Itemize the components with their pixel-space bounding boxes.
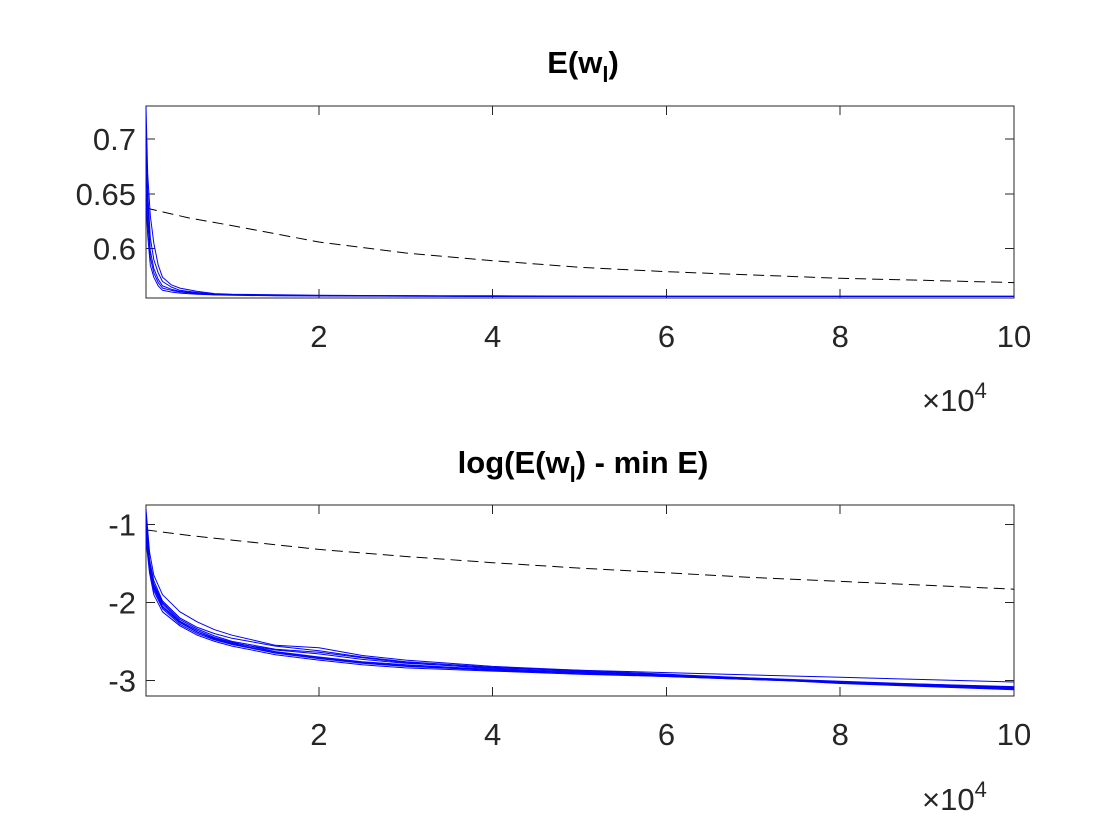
bottom-chart-y-tick-label: -2 bbox=[108, 585, 136, 620]
top-chart-x-tick-label: 8 bbox=[832, 319, 849, 354]
top-chart-x-tick-label: 4 bbox=[484, 319, 501, 354]
bottom-chart-x-tick-label: 6 bbox=[658, 717, 675, 752]
bottom-chart-run-line-1 bbox=[145, 508, 1015, 689]
bottom-chart-run-line-5 bbox=[145, 540, 1015, 688]
top-chart-x-exponent-power: 4 bbox=[975, 378, 987, 403]
top-chart: E(wl) 0.60.650.7 2 4 6 8 10 ×104 bbox=[76, 45, 1032, 418]
top-chart-x-exponent-base: ×10 bbox=[922, 383, 975, 418]
bottom-chart-title-subscript: l bbox=[570, 462, 576, 487]
top-chart-title-tail: ) bbox=[608, 45, 618, 80]
bottom-chart-title-tail: ) - min E) bbox=[576, 445, 709, 480]
top-chart-x-tick-label: 6 bbox=[658, 319, 675, 354]
top-chart-y-tick-label: 0.65 bbox=[76, 177, 136, 212]
bottom-chart-series bbox=[145, 508, 1015, 691]
top-chart-x-ticks: 2 4 6 8 10 bbox=[310, 106, 1031, 354]
top-chart-run-line-3 bbox=[145, 160, 1014, 297]
top-chart-y-ticks: 0.6 0.65 0.7 bbox=[76, 122, 1014, 267]
top-chart-run-line-2 bbox=[145, 138, 1014, 297]
top-chart-x-exponent: ×104 bbox=[922, 378, 987, 418]
top-chart-title-subscript: l bbox=[602, 62, 608, 87]
bottom-chart-title: log(E(wl) - min E) bbox=[458, 445, 709, 487]
bottom-chart-x-exponent: ×104 bbox=[922, 777, 987, 817]
top-chart-reference-line bbox=[145, 207, 1015, 284]
bottom-chart-run-line-7 bbox=[145, 520, 1015, 688]
bottom-chart-x-tick-label: 4 bbox=[484, 717, 501, 752]
bottom-chart-y-tick-label: -3 bbox=[108, 663, 136, 698]
bottom-chart-run-line-4 bbox=[145, 532, 1015, 690]
bottom-chart-run-line-2 bbox=[145, 516, 1015, 691]
bottom-chart-run-line-8 bbox=[145, 528, 1015, 689]
top-chart-series bbox=[145, 105, 1015, 297]
top-chart-y-tick-label: 0.6 bbox=[93, 232, 136, 267]
bottom-chart-title-main: log(E(w bbox=[458, 445, 571, 480]
bottom-chart: log(E(wl) - min E) -3-2-1 2 4 6 8 10 ×104 bbox=[108, 445, 1031, 817]
bottom-chart-x-tick-label: 2 bbox=[310, 717, 327, 752]
top-chart-run-line-4 bbox=[145, 182, 1014, 297]
bottom-chart-y-ticks: -3 -2 -1 bbox=[108, 507, 1014, 698]
bottom-chart-reference-line bbox=[145, 529, 1015, 590]
top-chart-x-tick-label: 2 bbox=[310, 319, 327, 354]
bottom-chart-x-exponent-base: ×10 bbox=[922, 782, 975, 817]
bottom-chart-x-tick-label: 10 bbox=[997, 717, 1031, 752]
top-chart-x-tick-label: 10 bbox=[997, 319, 1031, 354]
top-chart-run-line-1 bbox=[145, 105, 1014, 297]
bottom-chart-plot-area bbox=[145, 504, 1015, 697]
top-chart-title-main: E(w bbox=[547, 45, 603, 80]
bottom-chart-x-exponent-power: 4 bbox=[975, 777, 987, 802]
top-chart-title: E(wl) bbox=[547, 45, 619, 87]
bottom-chart-x-ticks: 2 4 6 8 10 bbox=[310, 505, 1031, 752]
top-chart-run-line-5 bbox=[145, 199, 1014, 297]
top-chart-y-tick-label: 0.7 bbox=[93, 122, 136, 157]
bottom-chart-run-line-6 bbox=[145, 524, 1015, 683]
bottom-chart-run-line-3 bbox=[145, 524, 1015, 688]
bottom-chart-y-tick-label: -1 bbox=[108, 507, 136, 542]
top-chart-plot-area bbox=[145, 105, 1015, 299]
bottom-chart-x-tick-label: 8 bbox=[832, 717, 849, 752]
